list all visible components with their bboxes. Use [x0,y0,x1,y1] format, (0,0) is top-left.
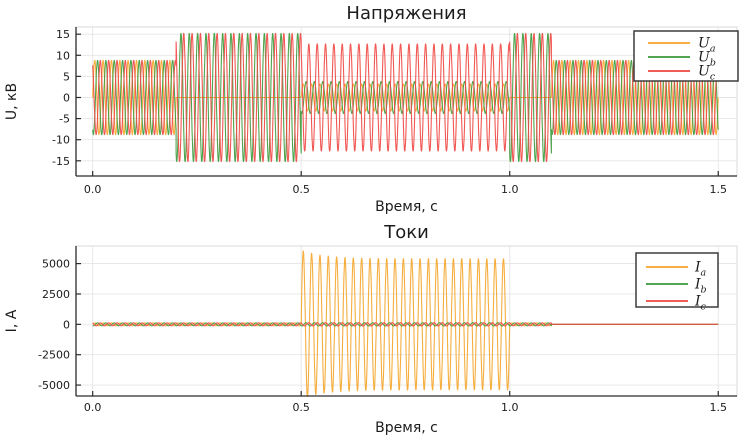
voltage-chart-x-tick-label: 1.0 [501,183,519,196]
voltage-chart-y-tick-label: 15 [56,28,70,41]
current-chart-x-tick-label: 0.0 [84,401,102,414]
current-chart-y-axis-label: I, А [4,309,20,332]
voltage-chart-x-axis-label: Время, с [375,199,438,215]
current-chart-legend-label-I_b: Ib [694,277,707,296]
current-chart-y-tick-label: 2500 [42,288,70,301]
current-chart-y-tick-label: -2500 [38,349,70,362]
voltage-chart-legend-label-U_b: Ub [698,50,716,69]
voltage-chart-y-tick-label: -5 [59,113,70,126]
current-chart-x-tick-label: 1.0 [501,401,519,414]
voltage-chart-y-tick-label: 10 [56,49,70,62]
voltage-chart-x-tick-label: 1.5 [709,183,727,196]
voltage-chart-y-tick-label: 5 [63,70,70,83]
voltage-chart-y-tick-label: -15 [52,155,70,168]
series-I_c-line [92,322,719,327]
series-U_b-line [92,32,719,163]
current-chart-title: Токи [383,222,429,243]
voltage-chart-legend-label-U_a: Ua [698,36,716,55]
voltage-chart-title: Напряжения [346,3,466,24]
current-chart-x-tick-label: 1.5 [709,401,727,414]
current-chart-y-tick-label: 0 [63,318,70,331]
voltage-chart-y-tick-label: 0 [63,91,70,104]
voltage-chart-x-tick-label: 0.5 [292,183,310,196]
current-chart-x-axis-label: Время, с [375,420,438,436]
current-chart-y-tick-label: -5000 [38,379,70,392]
voltage-chart-y-axis-label: U, кВ [4,83,20,120]
voltage-chart-x-tick-label: 0.0 [84,183,102,196]
series-U_c-line [92,32,719,163]
current-chart-x-tick-label: 0.5 [292,401,310,414]
series-U_a-line [92,59,719,136]
current-chart-legend-label-I_a: Ia [694,260,707,279]
current-chart-y-tick-label: 5000 [42,258,70,271]
voltage-chart-legend-label-U_c: Uc [698,64,716,83]
current-chart-legend-box [635,252,719,308]
voltage-chart-y-tick-label: -10 [52,134,70,147]
current-chart-legend-label-I_c: Ic [694,294,707,313]
